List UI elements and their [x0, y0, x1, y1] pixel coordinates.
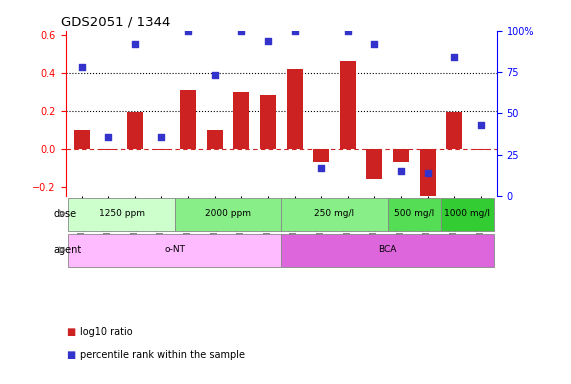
Point [210, 72, 219, 78]
Text: 250 mg/l: 250 mg/l [315, 209, 355, 218]
Point [423, 170, 432, 176]
Bar [154, 149, 170, 151]
Bar [175, 198, 282, 231]
Point [104, 134, 113, 140]
Bar [441, 198, 494, 231]
Point [370, 41, 379, 47]
Point [183, 28, 192, 34]
Bar [69, 198, 175, 231]
Point [396, 168, 405, 174]
Bar [313, 149, 329, 162]
Bar [287, 69, 303, 149]
Text: percentile rank within the sample: percentile rank within the sample [80, 350, 245, 360]
Bar [367, 149, 383, 179]
Point [237, 28, 246, 34]
Text: dose: dose [54, 209, 77, 218]
Bar [393, 149, 409, 162]
Bar [100, 149, 116, 151]
Point [449, 54, 459, 60]
Bar [340, 61, 356, 149]
Text: 1000 mg/l: 1000 mg/l [444, 209, 490, 218]
Bar [207, 129, 223, 149]
Bar [69, 234, 281, 267]
Bar [234, 91, 250, 149]
Bar [180, 89, 196, 149]
Bar [260, 95, 276, 149]
Bar [388, 198, 441, 231]
Bar [127, 113, 143, 149]
Point [77, 64, 86, 70]
Point [290, 28, 299, 34]
Point [343, 28, 352, 34]
Bar [473, 149, 489, 151]
Text: 500 mg/l: 500 mg/l [394, 209, 435, 218]
Point [130, 41, 139, 47]
Text: ■: ■ [66, 327, 75, 337]
Text: o-NT: o-NT [164, 245, 185, 254]
Text: GDS2051 / 1344: GDS2051 / 1344 [61, 15, 171, 28]
Text: 2000 ppm: 2000 ppm [205, 209, 251, 218]
Text: agent: agent [54, 245, 82, 255]
Bar [281, 198, 388, 231]
Bar [420, 149, 436, 200]
Bar [74, 129, 90, 149]
Point [263, 38, 272, 44]
Bar [281, 234, 494, 267]
Text: log10 ratio: log10 ratio [80, 327, 132, 337]
Point [316, 165, 325, 171]
Text: 1250 ppm: 1250 ppm [99, 209, 144, 218]
Point [476, 122, 485, 128]
Bar [446, 113, 462, 149]
Point [157, 134, 166, 140]
Text: BCA: BCA [379, 245, 397, 254]
Text: ■: ■ [66, 350, 75, 360]
